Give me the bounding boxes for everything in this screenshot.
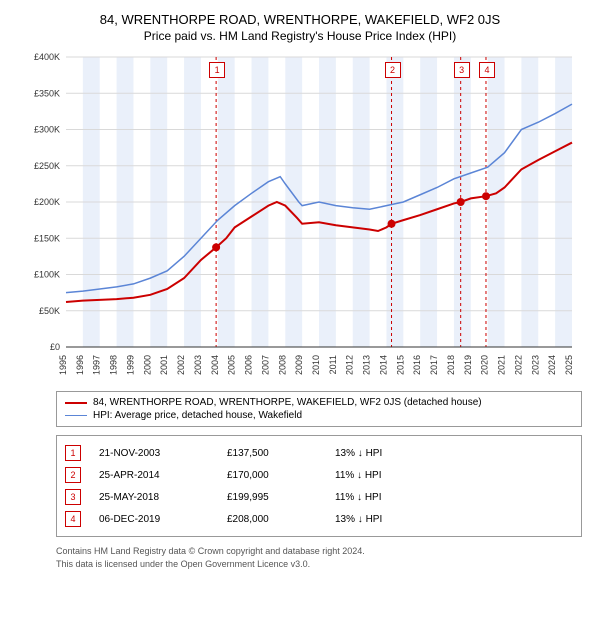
sale-hpi: 11% ↓ HPI	[335, 470, 382, 481]
sale-index: 1	[65, 445, 81, 461]
sale-row: 4 06-DEC-2019 £208,000 13% ↓ HPI	[65, 508, 573, 530]
svg-text:2024: 2024	[547, 355, 557, 375]
svg-text:2002: 2002	[176, 355, 186, 375]
svg-text:2003: 2003	[193, 355, 203, 375]
svg-text:2016: 2016	[412, 355, 422, 375]
sale-hpi: 11% ↓ HPI	[335, 492, 382, 503]
svg-text:2011: 2011	[328, 355, 338, 374]
svg-text:2005: 2005	[227, 355, 237, 375]
legend-swatch	[65, 402, 87, 404]
svg-text:2022: 2022	[513, 355, 523, 375]
svg-text:1997: 1997	[92, 355, 102, 375]
svg-text:2000: 2000	[142, 355, 152, 375]
sale-marker-label: 3	[454, 62, 470, 78]
svg-text:£400K: £400K	[34, 52, 60, 62]
legend-label: 84, WRENTHORPE ROAD, WRENTHORPE, WAKEFIE…	[93, 397, 482, 408]
sale-hpi: 13% ↓ HPI	[335, 514, 382, 525]
svg-text:2023: 2023	[530, 355, 540, 375]
svg-text:£150K: £150K	[34, 233, 60, 243]
legend-item: 84, WRENTHORPE ROAD, WRENTHORPE, WAKEFIE…	[65, 396, 573, 409]
svg-text:£0: £0	[50, 342, 60, 352]
svg-text:£250K: £250K	[34, 161, 60, 171]
svg-text:2018: 2018	[446, 355, 456, 375]
sale-date: 25-APR-2014	[99, 470, 209, 481]
sale-marker-label: 1	[209, 62, 225, 78]
svg-text:2007: 2007	[260, 355, 270, 375]
sale-price: £199,995	[227, 492, 317, 503]
svg-text:2009: 2009	[294, 355, 304, 375]
svg-text:£350K: £350K	[34, 88, 60, 98]
legend-swatch	[65, 415, 87, 416]
svg-text:£100K: £100K	[34, 270, 60, 280]
svg-text:£50K: £50K	[39, 306, 60, 316]
svg-text:2006: 2006	[244, 355, 254, 375]
svg-text:2001: 2001	[159, 355, 169, 375]
svg-text:2017: 2017	[429, 355, 439, 375]
chart-subtitle: Price paid vs. HM Land Registry's House …	[12, 29, 588, 43]
sale-date: 21-NOV-2003	[99, 448, 209, 459]
sales-table: 1 21-NOV-2003 £137,500 13% ↓ HPI 2 25-APR-201…	[56, 435, 582, 537]
sale-marker-label: 4	[479, 62, 495, 78]
svg-text:2012: 2012	[345, 355, 355, 375]
svg-text:1998: 1998	[109, 355, 119, 375]
sale-date: 25-MAY-2018	[99, 492, 209, 503]
svg-text:1999: 1999	[125, 355, 135, 375]
svg-text:2008: 2008	[277, 355, 287, 375]
svg-text:2020: 2020	[480, 355, 490, 375]
svg-text:1996: 1996	[75, 355, 85, 375]
sale-price: £137,500	[227, 448, 317, 459]
sale-marker-label: 2	[385, 62, 401, 78]
footnote-line: This data is licensed under the Open Gov…	[56, 558, 582, 571]
legend-label: HPI: Average price, detached house, Wake…	[93, 410, 302, 421]
footnote: Contains HM Land Registry data © Crown c…	[56, 545, 582, 570]
sale-date: 06-DEC-2019	[99, 514, 209, 525]
line-chart: £0 £50K £100K £150K £200K £250K £300K £350K £400…	[22, 51, 578, 383]
svg-text:2010: 2010	[311, 355, 321, 375]
sale-row: 1 21-NOV-2003 £137,500 13% ↓ HPI	[65, 442, 573, 464]
svg-text:2015: 2015	[395, 355, 405, 375]
chart-area: £0 £50K £100K £150K £200K £250K £300K £350K £400…	[22, 51, 578, 383]
chart-title: 84, WRENTHORPE ROAD, WRENTHORPE, WAKEFIE…	[12, 12, 588, 27]
svg-text:2021: 2021	[497, 355, 507, 375]
sale-index: 4	[65, 511, 81, 527]
legend-item: HPI: Average price, detached house, Wake…	[65, 409, 573, 422]
svg-text:2025: 2025	[564, 355, 574, 375]
svg-text:1995: 1995	[58, 355, 68, 375]
svg-text:2014: 2014	[378, 355, 388, 375]
sale-hpi: 13% ↓ HPI	[335, 448, 382, 459]
svg-text:2013: 2013	[362, 355, 372, 375]
sale-row: 2 25-APR-2014 £170,000 11% ↓ HPI	[65, 464, 573, 486]
svg-text:2019: 2019	[463, 355, 473, 375]
svg-text:£200K: £200K	[34, 197, 60, 207]
sale-row: 3 25-MAY-2018 £199,995 11% ↓ HPI	[65, 486, 573, 508]
sale-price: £208,000	[227, 514, 317, 525]
sale-price: £170,000	[227, 470, 317, 481]
sale-index: 2	[65, 467, 81, 483]
footnote-line: Contains HM Land Registry data © Crown c…	[56, 545, 582, 558]
sale-index: 3	[65, 489, 81, 505]
legend: 84, WRENTHORPE ROAD, WRENTHORPE, WAKEFIE…	[56, 391, 582, 427]
svg-text:£300K: £300K	[34, 125, 60, 135]
svg-text:2004: 2004	[210, 355, 220, 375]
